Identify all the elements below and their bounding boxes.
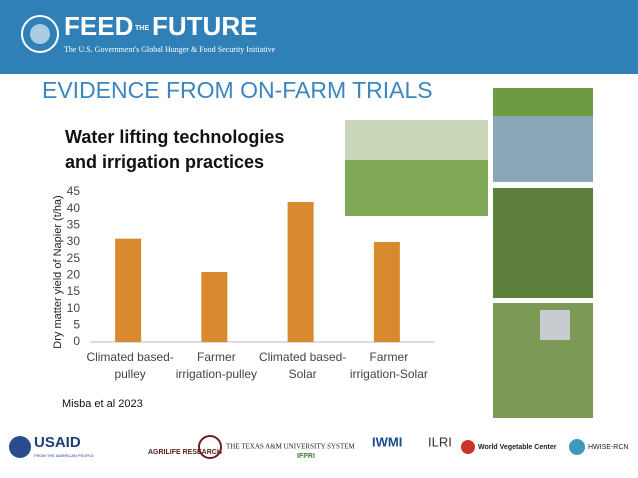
bar bbox=[373, 242, 400, 342]
logo-text: IWMI bbox=[372, 434, 402, 449]
y-axis-label: Dry matter yield of Napier (t/ha) bbox=[52, 195, 64, 348]
bar bbox=[201, 272, 228, 342]
x-tick-label: Farmer bbox=[197, 350, 236, 364]
chart-title: and irrigation practices bbox=[65, 152, 264, 172]
logo-text: USAID bbox=[34, 434, 81, 451]
logo-word: FUTURE bbox=[152, 11, 257, 41]
logo-word: THE bbox=[135, 25, 149, 32]
x-tick-label: Farmer bbox=[370, 350, 409, 364]
logo-text: THE TEXAS A&M UNIVERSITY SYSTEM bbox=[226, 443, 356, 451]
seal-center bbox=[30, 24, 50, 44]
logo-text: IFPRI bbox=[297, 453, 315, 460]
y-tick-label: 20 bbox=[67, 268, 81, 282]
y-tick-label: 10 bbox=[67, 301, 81, 315]
usaid-seal bbox=[9, 436, 31, 458]
photo-sky bbox=[345, 120, 488, 160]
x-tick-label: Climated based- bbox=[86, 350, 173, 364]
photo-top bbox=[493, 88, 593, 116]
x-tick-label: irrigation-Solar bbox=[350, 367, 428, 381]
seal bbox=[21, 15, 59, 53]
wvc-icon bbox=[461, 440, 475, 454]
header-band bbox=[0, 0, 638, 74]
photo bbox=[493, 188, 593, 298]
logo-text: World Vegetable Center bbox=[478, 444, 557, 451]
chart-title: Water lifting technologies bbox=[65, 127, 284, 147]
y-tick-label: 40 bbox=[67, 201, 81, 215]
logo-text: FROM THE AMERICAN PEOPLE bbox=[34, 453, 94, 458]
hwise-icon bbox=[569, 439, 585, 455]
logo-text: HWISE-RCN bbox=[588, 444, 628, 451]
logo-word: FEED bbox=[64, 11, 133, 41]
logo-text: ILRI bbox=[428, 434, 452, 449]
tagline: The U.S. Government's Global Hunger & Fo… bbox=[64, 45, 276, 54]
slide-title: EVIDENCE FROM ON-FARM TRIALS bbox=[42, 77, 433, 103]
logo-text: AGRILIFE RESEARCH bbox=[148, 449, 222, 456]
x-tick-label: irrigation-pulley bbox=[176, 367, 257, 381]
y-tick-label: 0 bbox=[73, 334, 80, 348]
x-tick-label: Solar bbox=[289, 367, 317, 381]
tamu-seal bbox=[198, 435, 222, 459]
source: Misba et al 2023 bbox=[62, 398, 143, 410]
y-tick-label: 30 bbox=[67, 234, 81, 248]
x-tick-label: pulley bbox=[114, 367, 145, 381]
y-tick-label: 5 bbox=[73, 318, 80, 332]
x-tick-label: Climated based- bbox=[259, 350, 346, 364]
bar bbox=[115, 238, 142, 342]
y-tick-label: 15 bbox=[67, 284, 81, 298]
y-tick-label: 25 bbox=[67, 251, 81, 265]
photo-panel bbox=[540, 310, 570, 340]
y-tick-label: 35 bbox=[67, 218, 81, 232]
bar bbox=[287, 202, 314, 342]
y-tick-label: 45 bbox=[67, 184, 81, 198]
